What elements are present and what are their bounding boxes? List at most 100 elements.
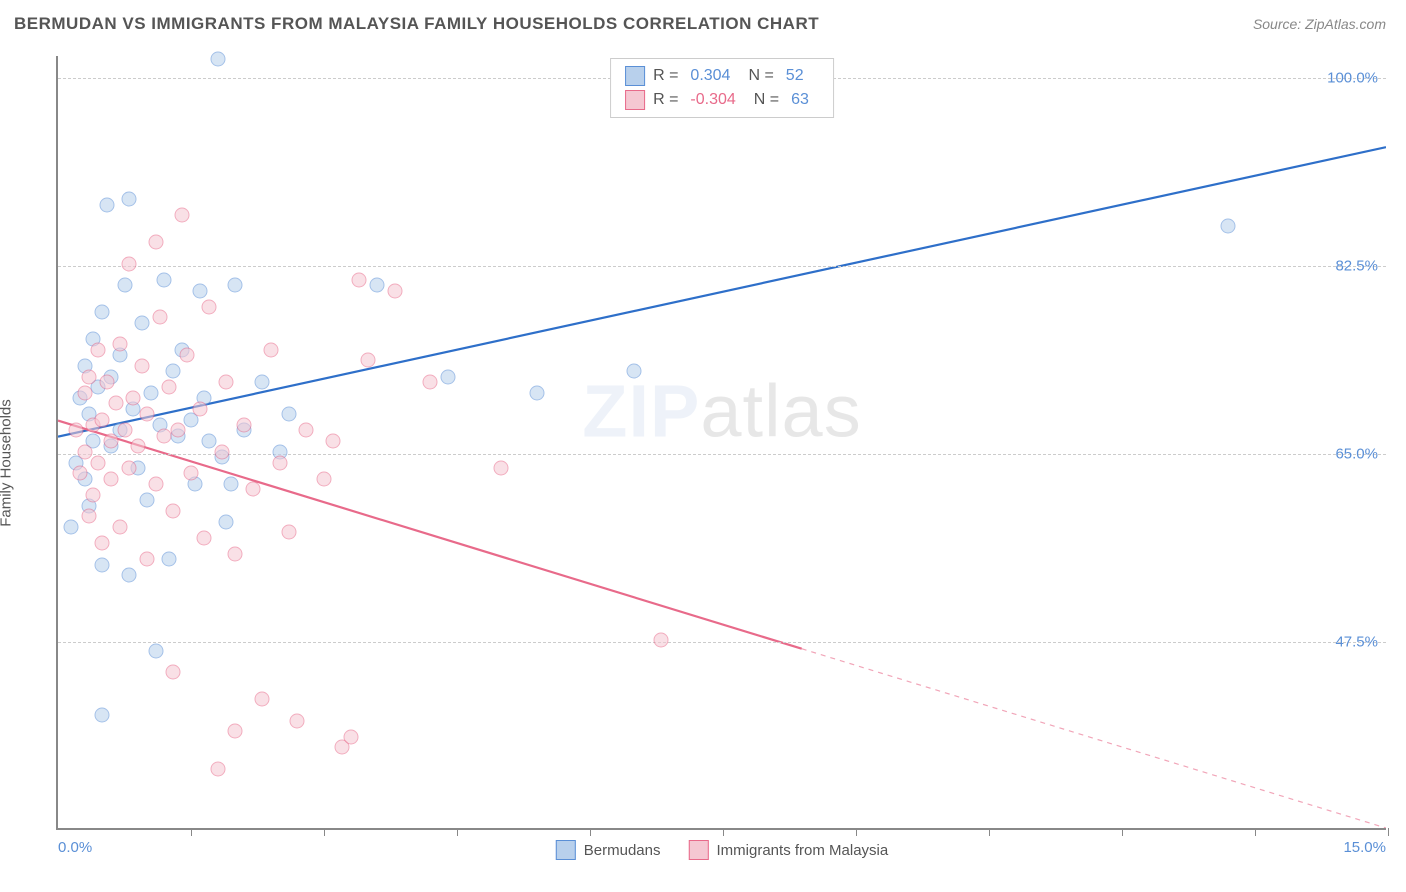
data-point-bermudans	[99, 197, 114, 212]
r-value-bermudans: 0.304	[690, 64, 730, 88]
data-point-bermudans	[117, 278, 132, 293]
trend-lines	[58, 56, 1386, 828]
data-point-malaysia	[653, 632, 668, 647]
data-point-bermudans	[370, 278, 385, 293]
data-point-malaysia	[148, 477, 163, 492]
data-point-malaysia	[82, 369, 97, 384]
data-point-bermudans	[64, 520, 79, 535]
data-point-malaysia	[82, 509, 97, 524]
stats-row-bermudans: R = 0.304 N = 52	[625, 64, 819, 88]
x-tick	[1388, 828, 1389, 836]
trend-line-malaysia	[58, 421, 802, 649]
data-point-malaysia	[254, 692, 269, 707]
data-point-bermudans	[219, 514, 234, 529]
data-point-malaysia	[197, 530, 212, 545]
data-point-malaysia	[104, 434, 119, 449]
data-point-bermudans	[95, 557, 110, 572]
x-tick	[1255, 828, 1256, 836]
data-point-malaysia	[95, 536, 110, 551]
data-point-bermudans	[121, 192, 136, 207]
data-point-bermudans	[144, 385, 159, 400]
y-tick-label: 65.0%	[1335, 445, 1378, 462]
data-point-malaysia	[152, 310, 167, 325]
legend-swatch-malaysia	[689, 840, 709, 860]
data-point-malaysia	[317, 471, 332, 486]
data-point-bermudans	[192, 283, 207, 298]
legend-item-malaysia: Immigrants from Malaysia	[689, 840, 889, 860]
x-tick	[1122, 828, 1123, 836]
data-point-bermudans	[441, 369, 456, 384]
x-axis-end-label: 15.0%	[1343, 839, 1386, 856]
data-point-malaysia	[494, 460, 509, 475]
x-axis-start-label: 0.0%	[58, 839, 92, 856]
stats-legend: R = 0.304 N = 52 R = -0.304 N = 63	[610, 58, 834, 118]
source-label: Source: ZipAtlas.com	[1253, 16, 1386, 32]
data-point-malaysia	[219, 374, 234, 389]
bottom-legend: Bermudans Immigrants from Malaysia	[556, 840, 888, 860]
data-point-malaysia	[272, 455, 287, 470]
y-tick-label: 82.5%	[1335, 257, 1378, 274]
legend-item-bermudans: Bermudans	[556, 840, 661, 860]
data-point-bermudans	[529, 385, 544, 400]
data-point-malaysia	[237, 417, 252, 432]
trend-line-bermudans	[58, 147, 1386, 437]
y-axis-label: Family Households	[0, 399, 15, 527]
y-tick-label: 47.5%	[1335, 633, 1378, 650]
x-tick	[590, 828, 591, 836]
stats-row-malaysia: R = -0.304 N = 63	[625, 88, 819, 112]
data-point-malaysia	[175, 208, 190, 223]
data-point-malaysia	[108, 396, 123, 411]
data-point-bermudans	[166, 364, 181, 379]
data-point-malaysia	[343, 729, 358, 744]
data-point-malaysia	[246, 482, 261, 497]
data-point-malaysia	[166, 665, 181, 680]
gridline-h	[58, 266, 1386, 267]
data-point-malaysia	[290, 713, 305, 728]
n-value-bermudans: 52	[786, 64, 804, 88]
x-tick	[191, 828, 192, 836]
data-point-bermudans	[228, 278, 243, 293]
n-value-malaysia: 63	[791, 88, 809, 112]
data-point-malaysia	[139, 552, 154, 567]
legend-label-bermudans: Bermudans	[584, 842, 661, 859]
chart-title: BERMUDAN VS IMMIGRANTS FROM MALAYSIA FAM…	[14, 14, 819, 34]
data-point-malaysia	[68, 423, 83, 438]
x-tick	[856, 828, 857, 836]
x-tick	[989, 828, 990, 836]
data-point-bermudans	[157, 272, 172, 287]
data-point-malaysia	[215, 444, 230, 459]
swatch-bermudans	[625, 66, 645, 86]
gridline-h	[58, 454, 1386, 455]
x-tick	[457, 828, 458, 836]
data-point-bermudans	[201, 434, 216, 449]
data-point-bermudans	[223, 477, 238, 492]
data-point-malaysia	[228, 546, 243, 561]
data-point-bermudans	[161, 552, 176, 567]
data-point-malaysia	[73, 466, 88, 481]
data-point-malaysia	[121, 256, 136, 271]
data-point-malaysia	[325, 434, 340, 449]
plot-area: ZIPatlas R = 0.304 N = 52 R = -0.304 N =…	[56, 56, 1386, 830]
data-point-malaysia	[126, 391, 141, 406]
data-point-malaysia	[77, 444, 92, 459]
data-point-malaysia	[130, 439, 145, 454]
data-point-malaysia	[179, 348, 194, 363]
watermark: ZIPatlas	[582, 369, 861, 454]
legend-label-malaysia: Immigrants from Malaysia	[717, 842, 889, 859]
data-point-malaysia	[387, 283, 402, 298]
data-point-bermudans	[95, 305, 110, 320]
y-tick-label: 100.0%	[1327, 69, 1378, 86]
data-point-malaysia	[77, 385, 92, 400]
data-point-malaysia	[361, 353, 376, 368]
data-point-bermudans	[139, 493, 154, 508]
data-point-malaysia	[117, 423, 132, 438]
x-tick	[723, 828, 724, 836]
data-point-bermudans	[121, 568, 136, 583]
data-point-malaysia	[135, 358, 150, 373]
data-point-bermudans	[210, 52, 225, 67]
chart-area: Family Households ZIPatlas R = 0.304 N =…	[14, 50, 1392, 876]
data-point-malaysia	[184, 466, 199, 481]
data-point-malaysia	[281, 525, 296, 540]
legend-swatch-bermudans	[556, 840, 576, 860]
data-point-malaysia	[90, 455, 105, 470]
